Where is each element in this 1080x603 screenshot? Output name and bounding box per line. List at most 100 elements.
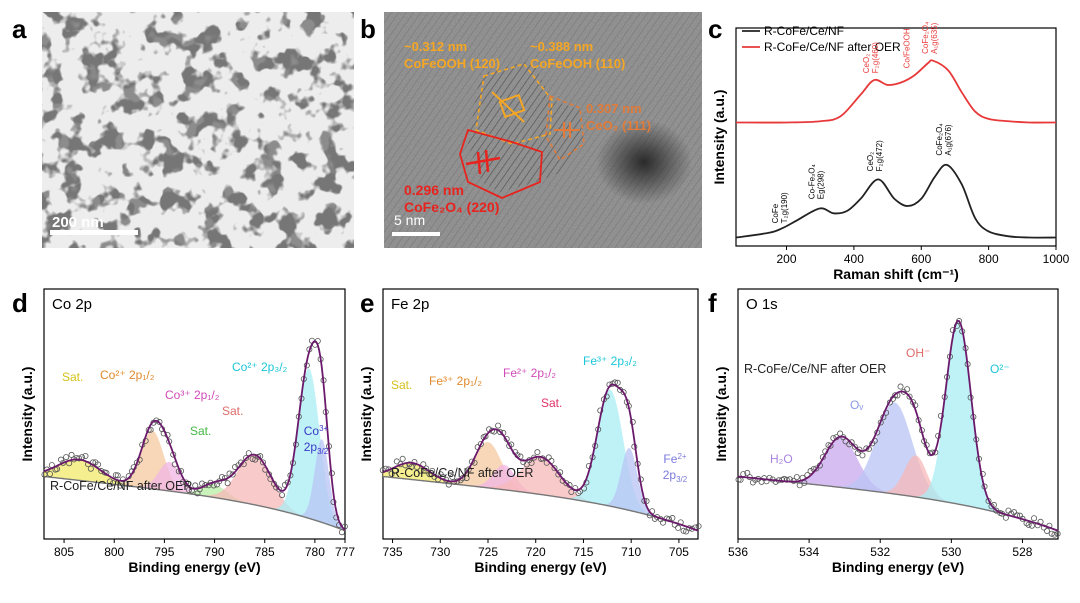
co2p-y-axis-label: Intensity (a.u.) xyxy=(19,367,35,462)
raman-series-line-2 xyxy=(735,59,1057,124)
co2p-data-point xyxy=(46,470,53,477)
scale-bar-label-b: 5 nm xyxy=(394,212,426,228)
fe2p-data-point xyxy=(495,422,502,429)
co2p-peak-label: Sat. xyxy=(222,404,243,418)
fe2p-x-tick-label: 705 xyxy=(669,545,689,559)
o1s-data-point xyxy=(1031,515,1038,522)
fe2p-background-line xyxy=(382,475,699,532)
raman-x-tick-label: 600 xyxy=(911,252,931,266)
o1s-y-axis-label: Intensity (a.u.) xyxy=(713,367,729,462)
fe2p-peak-fill xyxy=(383,462,698,531)
o1s-data-point xyxy=(1051,531,1058,538)
o1s-peak-label: H₂O xyxy=(770,452,793,466)
fe2p-peak-label: Sat. xyxy=(391,378,412,392)
o1s-x-tick-label: 532 xyxy=(870,545,890,559)
fe2p-data-point xyxy=(482,433,489,440)
co2p-panel-title: Co 2p xyxy=(52,296,92,313)
o1s-peak-label: OH⁻ xyxy=(906,346,930,360)
fe2p-sample-label: R-CoFe/Ce/NF after OER xyxy=(391,466,533,480)
annotation-ceo2-111-spacing: 0.307 nm xyxy=(586,101,642,116)
co2p-data-point xyxy=(249,455,256,462)
fe2p-x-tick-label: 710 xyxy=(621,545,641,559)
raman-series-line-1 xyxy=(735,163,1057,239)
fe2p-x-tick-label: 715 xyxy=(573,545,593,559)
co2p-data-point xyxy=(199,480,206,487)
xps-o1s-chart: 536 534 532 530 528 Binding energy (eV) Intens… xyxy=(713,288,1061,575)
o1s-panel-title: O 1s xyxy=(746,296,778,313)
fe2p-data-point xyxy=(445,481,452,488)
fe2p-peak-label: Fe²⁺ 2p₁/₂ xyxy=(503,366,556,380)
co2p-peak-label: Co²⁺ 2p₃/₂ xyxy=(232,360,288,374)
o1s-data-point xyxy=(906,393,913,400)
panel-label-b: b xyxy=(360,14,376,44)
panel-label-c: c xyxy=(708,14,723,44)
o1s-data-point xyxy=(863,445,870,452)
o1s-data-point xyxy=(937,412,944,419)
fe2p-peak-label: Sat. xyxy=(541,396,562,410)
co2p-data-point xyxy=(260,459,267,466)
fe2p-data-point xyxy=(388,470,395,477)
co2p-x-tick-label: 790 xyxy=(205,545,225,559)
o1s-data-point xyxy=(796,482,803,489)
fe2p-peak-label: Fe³⁺ 2p₃/₂ xyxy=(583,354,637,368)
o1s-x-tick-label: 528 xyxy=(1012,545,1032,559)
raman-peak-annotation: Co-Fe₃O₄Eg(298) xyxy=(808,164,826,199)
fe2p-data-point xyxy=(669,515,676,522)
o1s-data-point xyxy=(892,392,899,399)
fe2p-data-point xyxy=(675,524,682,531)
co2p-data-point xyxy=(114,472,121,479)
o1s-peak-label: O²⁻ xyxy=(990,362,1010,376)
xps-co2p-chart: 805 800 795 790 785 780 777 Binding energy (eV)… xyxy=(19,288,355,575)
fe2p-x-axis-label: Binding energy (eV) xyxy=(474,559,606,575)
co2p-peak-label: Sat. xyxy=(62,370,83,384)
fe2p-x-tick-label: 720 xyxy=(526,545,546,559)
fe2p-data-point xyxy=(408,463,415,470)
co2p-data-point xyxy=(243,454,250,461)
fe2p-data-point xyxy=(528,459,535,466)
fe2p-y-axis-label: Intensity (a.u.) xyxy=(358,367,374,462)
fe2p-data-point xyxy=(465,466,472,473)
o1s-fit-envelope xyxy=(737,319,1059,532)
co2p-peak-label: Co³⁺ 2p₁/₂ xyxy=(165,388,220,402)
scale-bar-label: 200 nm xyxy=(52,214,104,231)
fe2p-data-point xyxy=(614,379,621,386)
o1s-data-point xyxy=(752,476,759,483)
co2p-data-point xyxy=(279,492,286,499)
raman-x-axis-label: Raman shift (cm⁻¹) xyxy=(833,266,959,282)
co2p-peak-label: Co²⁺ 2p₁/₂ xyxy=(100,368,155,382)
co2p-data-point xyxy=(95,461,102,468)
o1s-peak-fill xyxy=(738,402,1058,531)
hrtem-texture xyxy=(384,12,702,248)
fe2p-data-point xyxy=(659,519,666,526)
fe2p-peak-label: Fe³⁺ 2p₁/₂ xyxy=(429,374,482,388)
fe2p-data-point xyxy=(497,428,504,435)
raman-y-axis-label: Intensity (a.u.) xyxy=(711,90,727,185)
annotation-cofeooh-120: ~0.312 nm CoFeOOH (120) xyxy=(404,38,500,72)
raman-peak-annotation: CoFeT₂g(190) xyxy=(771,192,789,223)
o1s-data-point xyxy=(827,442,834,449)
raman-plot-frame xyxy=(735,27,1057,247)
o1s-peak-fill xyxy=(738,321,1058,531)
annotation-cofeooh-110: ~0.388 nm CoFeOOH (110) xyxy=(530,38,625,72)
fe2p-peak-label: Fe2+ 2p3/2 xyxy=(663,452,688,484)
fe2p-data-point xyxy=(620,389,627,396)
o1s-data-point xyxy=(897,383,904,390)
o1s-data-point xyxy=(859,452,866,459)
fe2p-data-point xyxy=(399,455,406,462)
raman-peak-annotation: CoFe₂O₄A₁g(635) xyxy=(921,22,939,54)
fe2p-data-point xyxy=(683,528,690,535)
sem-texture xyxy=(42,12,354,248)
fe2p-panel-title: Fe 2p xyxy=(391,296,429,313)
annotation-cofeooh-110-spacing: ~0.388 nm xyxy=(530,39,594,54)
co2p-data-point xyxy=(58,456,65,463)
co2p-data-point xyxy=(60,459,67,466)
co2p-data-point xyxy=(76,455,83,462)
o1s-data-point xyxy=(1044,527,1051,534)
co2p-data-point xyxy=(82,452,89,459)
o1s-x-axis-label: Binding energy (eV) xyxy=(832,559,964,575)
o1s-peak-label: Oᵥ xyxy=(850,398,863,412)
annotation-cofe2o4-220: 0.296 nm CoFe₂O₄ (220) xyxy=(404,182,499,216)
co2p-x-tick-label: 795 xyxy=(154,545,174,559)
fe2p-data-point xyxy=(534,449,541,456)
fe2p-plot-frame xyxy=(382,288,699,540)
